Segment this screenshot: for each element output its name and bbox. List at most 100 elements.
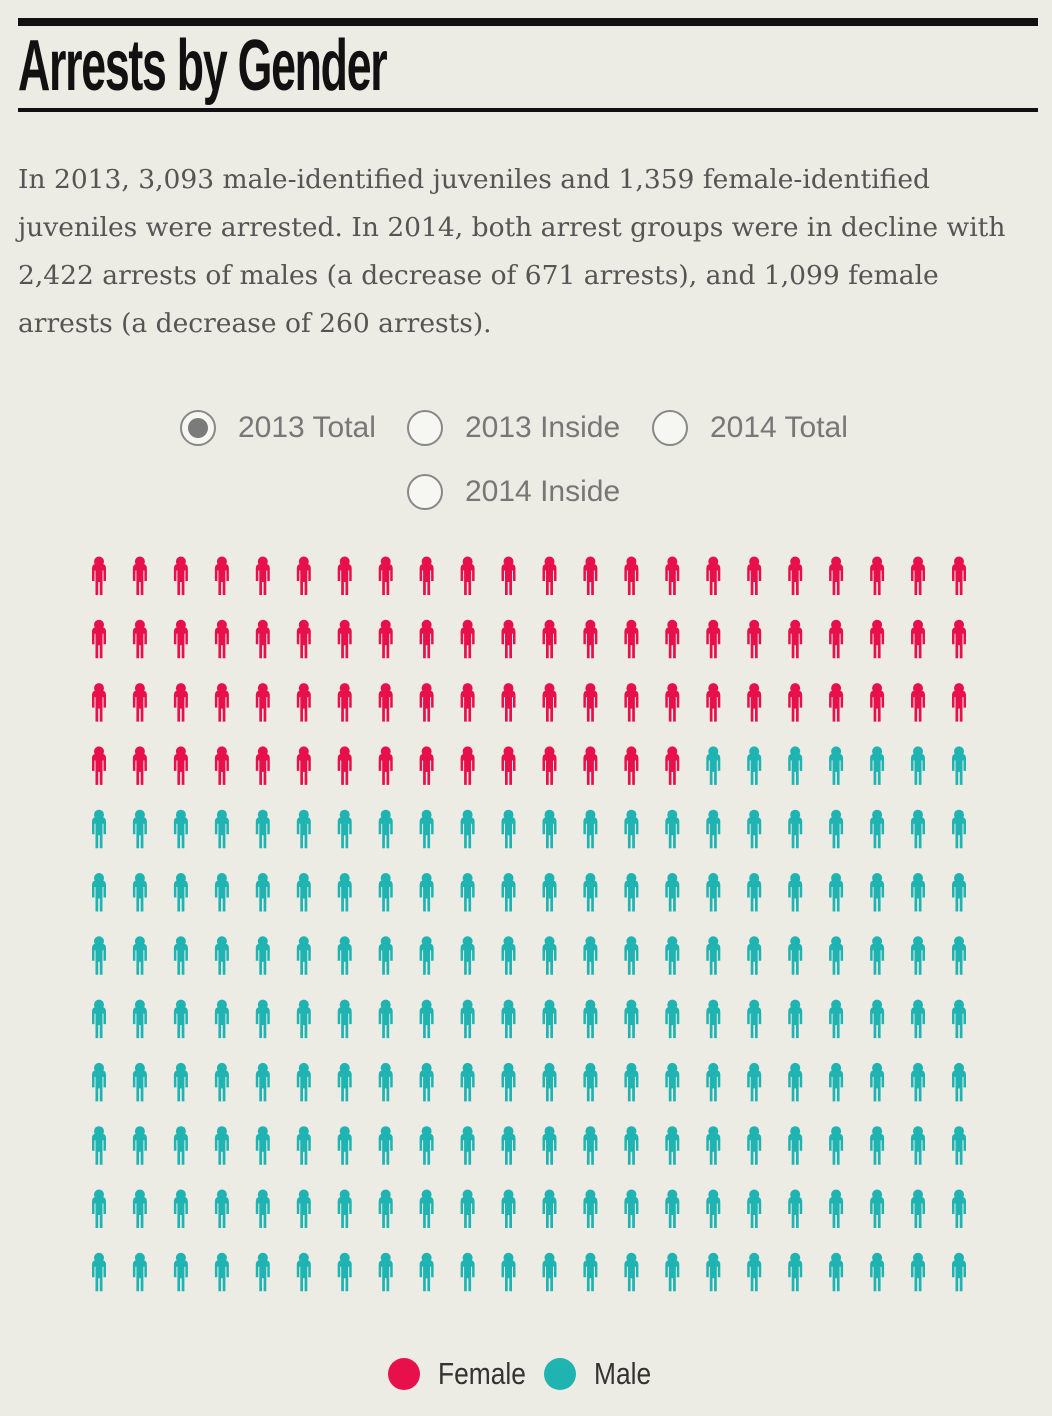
person-icon-male (419, 1062, 434, 1102)
person-icon-male (747, 1126, 762, 1165)
person-icon-female (542, 746, 557, 785)
person-icon-female (173, 556, 188, 595)
person-icon-male (747, 873, 762, 912)
person-icon-male (829, 873, 844, 912)
person-icon-female (378, 556, 393, 595)
person-icon-female (296, 619, 311, 659)
person-icon-male (542, 1252, 557, 1292)
person-icon-male (173, 1189, 188, 1228)
person-icon-male (583, 1189, 598, 1228)
person-icon-male (788, 809, 803, 849)
person-icon-male (583, 1252, 598, 1292)
person-icon-male (870, 1189, 885, 1228)
person-icon-male (378, 1252, 393, 1292)
person-icon-male (255, 999, 270, 1039)
person-icon-male (747, 1062, 762, 1102)
person-icon-male (788, 999, 803, 1039)
person-icon-male (255, 1252, 270, 1292)
person-icon-female (583, 556, 598, 595)
person-icon-male (460, 873, 475, 912)
person-icon-male (132, 1126, 147, 1165)
person-icon-male (788, 1189, 803, 1228)
person-icon-male (952, 809, 966, 849)
person-icon-male (173, 1126, 188, 1165)
person-icon-male (296, 809, 311, 849)
person-icon-male (665, 873, 680, 912)
radio-2013-inside[interactable]: 2013 Inside (407, 406, 620, 450)
person-icon-male (911, 1252, 925, 1292)
person-icon-male (952, 873, 966, 912)
person-icon-male (255, 873, 270, 912)
person-icon-male (460, 1126, 475, 1165)
person-icon-male (173, 809, 188, 849)
person-icon-male (952, 1252, 966, 1292)
person-icon-male (132, 1252, 147, 1292)
person-icon-male (583, 809, 598, 849)
person-icon-male (952, 936, 966, 975)
person-icon-male (132, 873, 147, 912)
radio-2013-total[interactable]: 2013 Total (180, 406, 376, 450)
person-icon-female (501, 556, 516, 595)
person-icon-male (624, 1252, 639, 1292)
radio-button[interactable] (652, 410, 688, 446)
person-icon-male (460, 936, 475, 975)
person-icon-male (296, 936, 311, 975)
person-icon-female (337, 746, 352, 785)
radio-button-selected[interactable] (180, 410, 216, 446)
person-icon-female (214, 556, 229, 595)
person-icon-male (542, 809, 557, 849)
person-icon-male (747, 1252, 762, 1292)
person-icon-male (214, 936, 229, 975)
person-icon-male (542, 1126, 557, 1165)
person-icon-female (214, 746, 229, 785)
person-icon-male (788, 936, 803, 975)
person-icon-female (378, 683, 393, 722)
person-icon-female (911, 619, 925, 659)
person-icon-female (870, 556, 885, 595)
legend-female: Female (388, 1352, 541, 1396)
radio-button[interactable] (407, 474, 443, 510)
person-icon-male (132, 809, 147, 849)
person-icon-female (419, 746, 434, 785)
person-icon-male (337, 809, 352, 849)
person-icon-male (255, 1126, 270, 1165)
person-icon-male (378, 1062, 393, 1102)
person-icon-male (132, 1189, 147, 1228)
person-icon-female (665, 683, 680, 722)
person-icon-female (460, 683, 475, 722)
person-icon-male (296, 999, 311, 1039)
radio-2014-inside[interactable]: 2014 Inside (407, 470, 620, 514)
person-icon-male (337, 1062, 352, 1102)
person-icon-male (706, 1126, 721, 1165)
radio-button[interactable] (407, 410, 443, 446)
person-icon-female (870, 683, 885, 722)
person-icon-male (665, 1252, 680, 1292)
person-icon-male (911, 1062, 925, 1102)
person-icon-female (419, 683, 434, 722)
person-icon-female (132, 619, 147, 659)
person-icon-female (255, 683, 270, 722)
person-icon-female (747, 556, 762, 595)
female-swatch-icon (388, 1358, 420, 1390)
person-icon-female (952, 556, 966, 595)
person-icon-male (255, 809, 270, 849)
person-icon-male (337, 936, 352, 975)
person-icon-male (214, 1062, 229, 1102)
person-icon-male (583, 1126, 598, 1165)
radio-2014-total[interactable]: 2014 Total (652, 406, 848, 450)
person-icon-female (542, 619, 557, 659)
person-icon-male (132, 999, 147, 1039)
person-icon-male (214, 1189, 229, 1228)
person-icon-female (501, 746, 516, 785)
person-icon-male (419, 999, 434, 1039)
person-icon-female (829, 683, 844, 722)
person-icon-female (337, 619, 352, 659)
intro-paragraph: In 2013, 3,093 male-identified juveniles… (18, 164, 1006, 339)
person-icon-male (788, 873, 803, 912)
person-icon-male (952, 1062, 966, 1102)
person-icon-male (214, 809, 229, 849)
person-icon-male (542, 1189, 557, 1228)
person-icon-male (583, 936, 598, 975)
person-icon-male (788, 1062, 803, 1102)
person-icon-male (92, 1062, 106, 1102)
